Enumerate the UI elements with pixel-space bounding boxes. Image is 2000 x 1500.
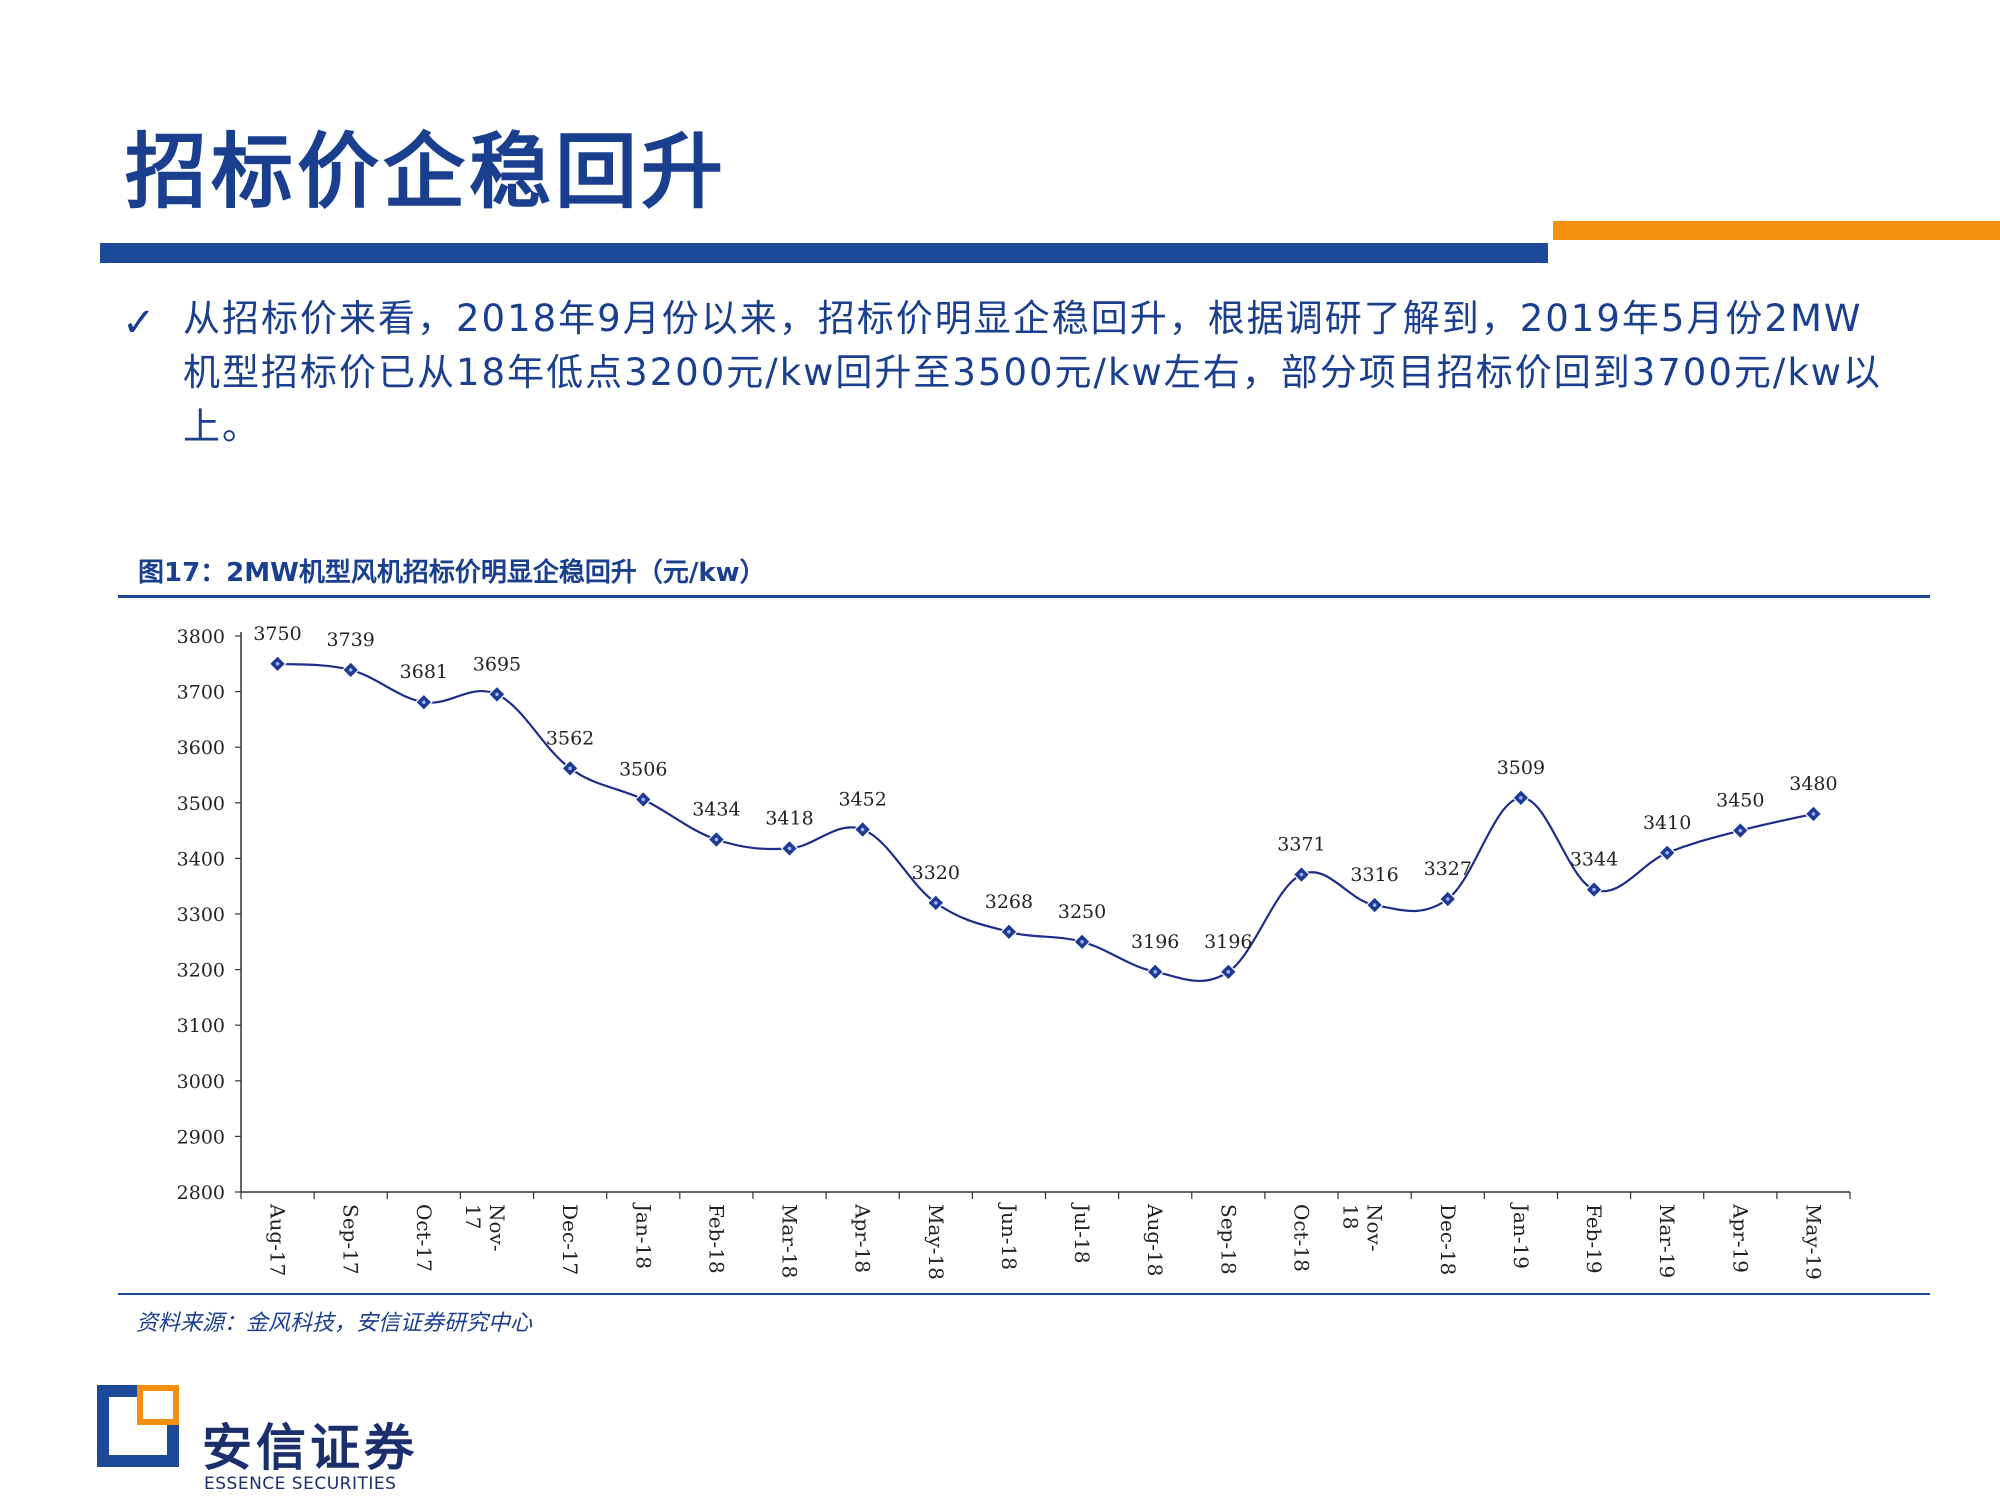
data-label: 3196 bbox=[1131, 931, 1179, 953]
y-tick-label: 2800 bbox=[177, 1182, 225, 1204]
data-point-center bbox=[1153, 970, 1158, 974]
page-title: 招标价企稳回升 bbox=[125, 125, 728, 220]
figure-bottom-rule bbox=[118, 1293, 1930, 1295]
data-label: 3434 bbox=[692, 798, 740, 820]
x-tick-label: May-19 bbox=[1801, 1204, 1825, 1280]
data-point-center bbox=[1372, 903, 1377, 907]
data-label: 3196 bbox=[1204, 931, 1252, 953]
y-tick-label: 3400 bbox=[177, 848, 225, 870]
data-point-center bbox=[714, 837, 719, 842]
data-point-center bbox=[568, 766, 572, 771]
data-point-center bbox=[1299, 872, 1304, 877]
data-label: 3344 bbox=[1570, 849, 1618, 871]
essence-logo-icon bbox=[97, 1385, 179, 1467]
y-tick-label: 3300 bbox=[177, 904, 225, 926]
header-rule-orange bbox=[1553, 221, 2000, 240]
data-label: 3509 bbox=[1497, 757, 1545, 779]
y-tick-label: 3200 bbox=[177, 960, 225, 982]
y-tick-label: 3100 bbox=[177, 1015, 225, 1037]
x-tick-label: Mar-19 bbox=[1655, 1204, 1679, 1278]
x-tick-label: Nov-18 bbox=[1339, 1204, 1387, 1252]
x-tick-label: Jul-18 bbox=[1070, 1202, 1094, 1264]
data-point-center bbox=[1007, 929, 1011, 934]
data-point-center bbox=[860, 827, 865, 832]
data-label: 3739 bbox=[327, 629, 375, 651]
x-tick-label: Jan-18 bbox=[631, 1202, 655, 1269]
data-label: 3320 bbox=[912, 862, 960, 884]
x-tick-label: Aug-18 bbox=[1143, 1203, 1167, 1276]
y-tick-label: 3500 bbox=[177, 793, 225, 815]
data-label: 3268 bbox=[985, 891, 1033, 913]
data-point-center bbox=[1226, 970, 1231, 974]
x-tick-label: Oct-17 bbox=[412, 1204, 436, 1272]
data-label: 3480 bbox=[1789, 773, 1837, 795]
logo-text-cn: 安信证券 bbox=[202, 1419, 418, 1477]
x-tick-label: Feb-18 bbox=[704, 1204, 728, 1274]
series-line bbox=[277, 662, 1814, 983]
header-rule-blue bbox=[100, 243, 1548, 263]
x-tick-label: Sep-18 bbox=[1216, 1204, 1240, 1275]
figure-top-rule bbox=[118, 595, 1930, 598]
data-label: 3316 bbox=[1350, 864, 1398, 886]
data-label: 3371 bbox=[1277, 834, 1325, 856]
data-point-center bbox=[1738, 828, 1743, 833]
x-tick-label: Feb-19 bbox=[1582, 1204, 1606, 1274]
data-point-center bbox=[275, 662, 280, 666]
data-label: 3250 bbox=[1058, 901, 1106, 923]
x-tick-label: Jan-19 bbox=[1509, 1202, 1533, 1269]
data-point-center bbox=[933, 901, 938, 905]
figure-title: 图17：2MW机型风机招标价明显企稳回升（元/kw） bbox=[138, 558, 766, 588]
check-icon: ✓ bbox=[122, 300, 156, 346]
data-label: 3410 bbox=[1643, 812, 1691, 834]
data-point-center bbox=[1811, 812, 1816, 816]
data-label: 3452 bbox=[838, 788, 886, 810]
y-tick-label: 2900 bbox=[177, 1126, 225, 1148]
x-tick-label: Nov-17 bbox=[461, 1204, 509, 1252]
x-tick-label: Jun-18 bbox=[997, 1202, 1021, 1270]
data-point-center bbox=[787, 846, 792, 851]
data-point-center bbox=[1665, 851, 1669, 855]
x-tick-label: Oct-18 bbox=[1289, 1204, 1313, 1272]
logo-text-en: ESSENCE SECURITIES bbox=[204, 1474, 397, 1494]
y-tick-label: 3800 bbox=[177, 626, 225, 648]
x-tick-label: Apr-19 bbox=[1728, 1203, 1752, 1273]
line-chart: 2800 2900 3000 3100 3200 3300 3400 3500 3600 3700… bbox=[177, 623, 1851, 1280]
data-point-center bbox=[1445, 897, 1450, 901]
data-label: 3327 bbox=[1424, 858, 1472, 880]
x-tick-label: Aug-17 bbox=[266, 1203, 290, 1276]
y-tick-label: 3000 bbox=[177, 1071, 225, 1093]
data-point-center bbox=[641, 797, 646, 802]
x-tick-label: Dec-17 bbox=[558, 1204, 582, 1275]
data-label: 3506 bbox=[619, 758, 667, 780]
bullet-text: 从招标价来看，2018年9月份以来，招标价明显企稳回升，根据调研了解到，2019… bbox=[183, 297, 1883, 448]
y-tick-label: 3600 bbox=[177, 737, 225, 759]
x-tick-label: Mar-18 bbox=[778, 1204, 802, 1278]
source-note: 资料来源：金风科技，安信证券研究中心 bbox=[136, 1311, 533, 1336]
data-label: 3750 bbox=[253, 623, 301, 645]
data-point-center bbox=[348, 668, 353, 672]
data-point-center bbox=[422, 700, 426, 704]
data-point-center bbox=[1592, 887, 1596, 892]
data-point-center bbox=[495, 692, 499, 697]
data-point-center bbox=[1519, 795, 1523, 800]
x-tick-label: Dec-18 bbox=[1436, 1204, 1460, 1275]
x-tick-label: May-18 bbox=[924, 1204, 948, 1280]
data-label: 3562 bbox=[546, 727, 594, 749]
data-point-center bbox=[1080, 940, 1084, 944]
y-tick-label: 3700 bbox=[177, 682, 225, 704]
data-label: 3418 bbox=[765, 807, 813, 829]
data-label: 3450 bbox=[1716, 790, 1764, 812]
data-label: 3695 bbox=[473, 653, 521, 675]
x-tick-label: Apr-18 bbox=[851, 1203, 875, 1273]
data-label: 3681 bbox=[400, 661, 448, 683]
x-tick-label: Sep-17 bbox=[339, 1204, 363, 1275]
